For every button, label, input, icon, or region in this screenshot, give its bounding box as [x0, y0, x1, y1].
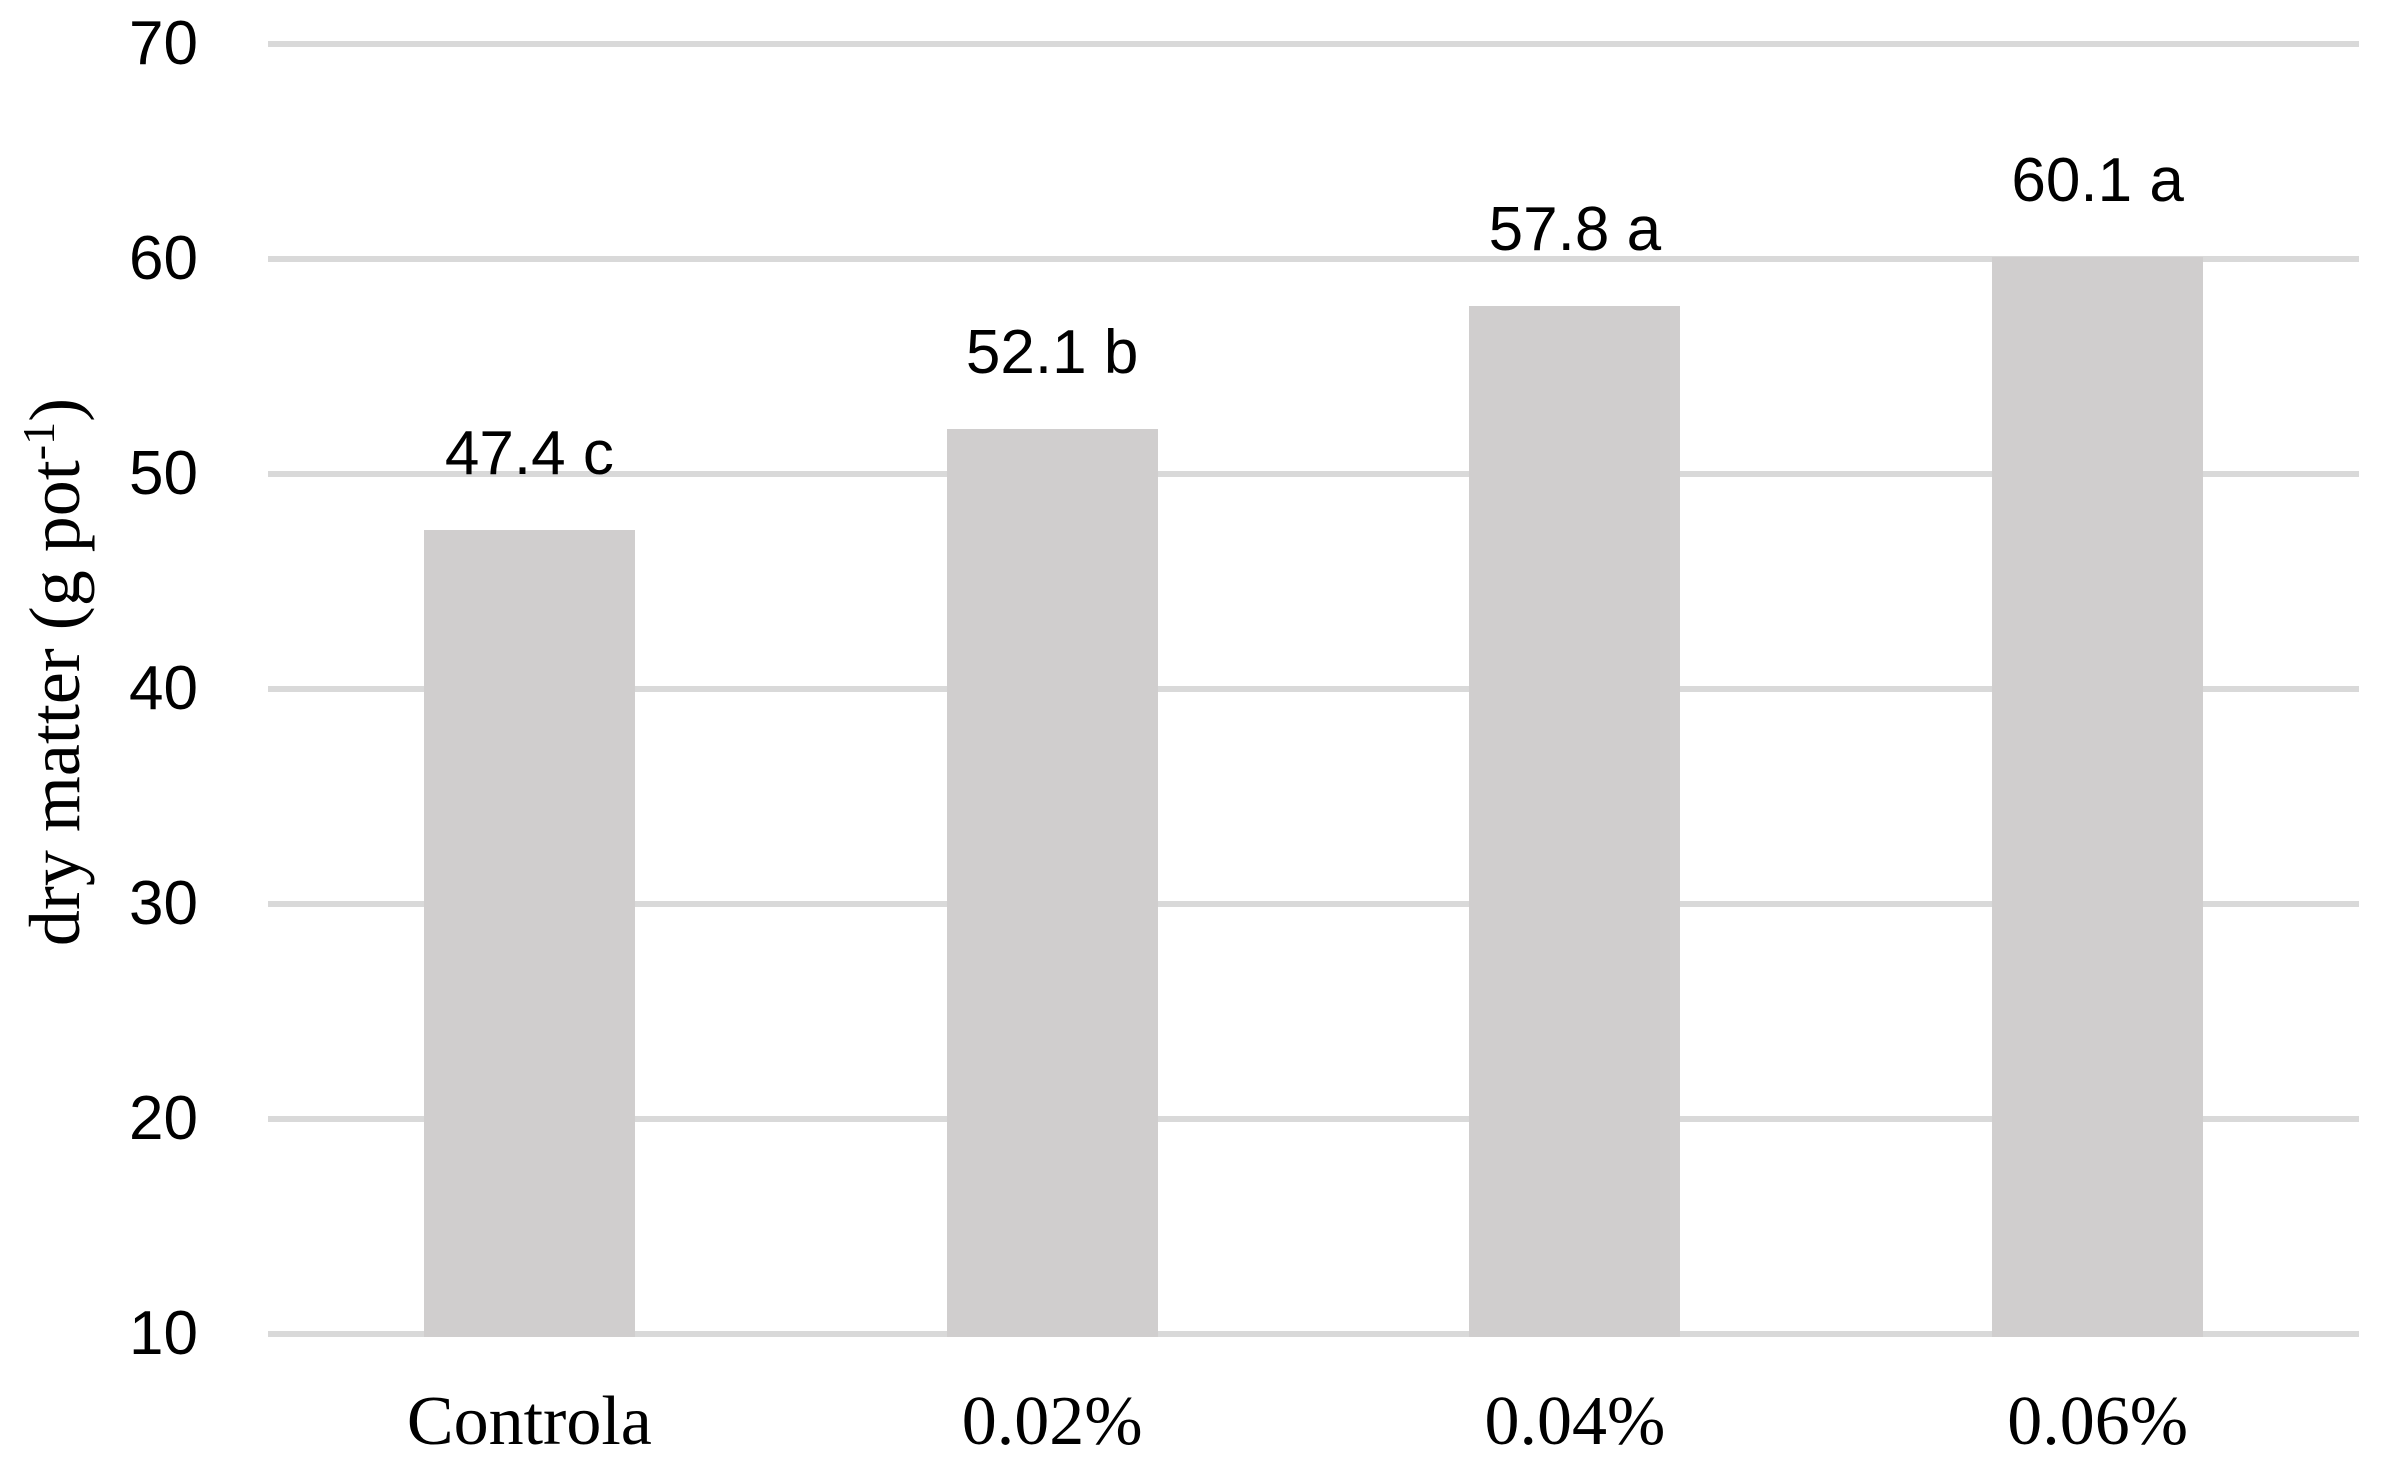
bar-Controla	[423, 529, 635, 1337]
gridline-y-30	[268, 901, 2359, 907]
bar-value-label-0.04%: 57.8 a	[1488, 195, 1662, 265]
x-category-label-0.02%: 0.02%	[961, 1383, 1143, 1460]
y-tick-label-30: 30	[129, 869, 198, 938]
gridline-y-50	[268, 471, 2359, 477]
y-tick-label-20: 20	[129, 1084, 198, 1153]
y-tick-label-10: 10	[129, 1299, 198, 1368]
bar-0.06%	[1992, 256, 2204, 1337]
bar-value-label-0.02%: 52.1 b	[965, 317, 1139, 387]
gridline-y-20	[268, 1116, 2359, 1122]
y-axis-title-close-paren: )	[15, 397, 95, 422]
x-category-label-Controla: Controla	[406, 1383, 652, 1460]
y-tick-label-40: 40	[129, 654, 198, 723]
y-tick-label-70: 70	[129, 9, 198, 78]
x-category-label-0.06%: 0.06%	[2007, 1383, 2189, 1460]
gridline-y-10	[268, 1331, 2359, 1337]
x-category-label-0.04%: 0.04%	[1484, 1383, 1666, 1460]
bar-0.04%	[1469, 306, 1681, 1337]
gridline-y-60	[268, 256, 2359, 262]
gridline-y-40	[268, 686, 2359, 692]
bar-value-label-0.06%: 60.1 a	[2011, 145, 2184, 215]
bar-0.02%	[946, 428, 1158, 1337]
gridline-y-70	[268, 41, 2359, 47]
y-tick-label-50: 50	[129, 439, 198, 508]
bar-value-label-Controla: 47.4 c	[444, 418, 614, 488]
y-tick-label-60: 60	[129, 224, 198, 293]
